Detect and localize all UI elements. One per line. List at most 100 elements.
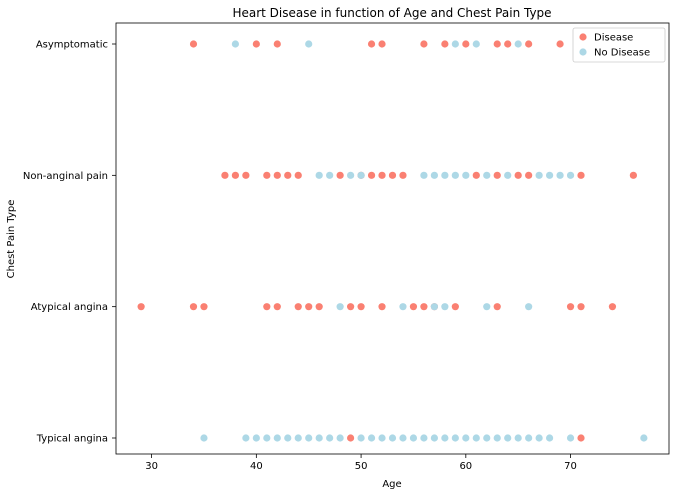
point-no-disease xyxy=(231,40,239,48)
point-disease xyxy=(263,303,271,311)
point-disease xyxy=(566,303,575,311)
point-no-disease xyxy=(315,171,323,179)
point-no-disease xyxy=(472,40,480,48)
point-no-disease xyxy=(504,171,512,179)
point-no-disease xyxy=(378,434,386,442)
y-tick-label: Non-anginal pain xyxy=(23,171,108,182)
x-tick-label: 60 xyxy=(459,461,472,472)
point-no-disease xyxy=(441,303,449,311)
point-no-disease xyxy=(504,434,512,442)
point-no-disease xyxy=(566,434,575,442)
point-no-disease xyxy=(546,171,554,179)
point-no-disease xyxy=(535,434,543,442)
point-disease xyxy=(525,171,533,179)
point-no-disease xyxy=(451,434,459,442)
point-no-disease xyxy=(315,434,323,442)
point-no-disease xyxy=(263,434,271,442)
point-disease xyxy=(378,40,386,48)
point-disease xyxy=(347,434,355,442)
legend-box xyxy=(572,27,666,63)
point-disease xyxy=(347,303,355,311)
point-no-disease xyxy=(462,434,470,442)
y-tick-label: Asymptomatic xyxy=(36,40,108,51)
legend-label-disease: Disease xyxy=(594,33,633,44)
point-disease xyxy=(451,303,459,311)
point-disease xyxy=(378,303,386,311)
point-disease xyxy=(577,434,585,442)
point-disease xyxy=(514,171,522,179)
point-no-disease xyxy=(556,171,564,179)
point-disease xyxy=(493,303,501,311)
point-disease xyxy=(577,171,585,179)
point-no-disease xyxy=(430,303,438,311)
point-disease xyxy=(189,40,198,48)
legend: Disease No Disease xyxy=(572,27,666,63)
point-no-disease xyxy=(462,171,470,179)
point-no-disease xyxy=(357,171,365,179)
legend-marker-disease xyxy=(579,33,587,41)
point-no-disease xyxy=(420,171,428,179)
point-disease xyxy=(137,303,145,311)
y-tick-label: Atypical angina xyxy=(31,302,108,313)
point-disease xyxy=(294,303,302,311)
legend-label-no-disease: No Disease xyxy=(594,48,650,59)
point-disease xyxy=(420,303,428,311)
point-no-disease xyxy=(200,434,208,442)
point-disease xyxy=(221,171,229,179)
point-no-disease xyxy=(451,171,459,179)
point-disease xyxy=(189,303,198,311)
point-disease xyxy=(525,40,533,48)
y-axis-label: Chest Pain Type xyxy=(6,200,17,279)
point-no-disease xyxy=(284,434,292,442)
point-disease xyxy=(629,171,637,179)
x-axis-label: Age xyxy=(382,479,401,490)
point-no-disease xyxy=(347,171,355,179)
point-no-disease xyxy=(640,434,648,442)
point-disease xyxy=(231,171,239,179)
point-disease xyxy=(273,171,281,179)
y-tick-label: Typical angina xyxy=(36,434,108,445)
point-disease xyxy=(409,303,418,311)
point-no-disease xyxy=(357,434,365,442)
point-disease xyxy=(556,40,564,48)
point-no-disease xyxy=(451,40,459,48)
point-disease xyxy=(284,171,292,179)
point-disease xyxy=(462,40,470,48)
legend-marker-no-disease xyxy=(579,48,587,56)
point-no-disease xyxy=(336,434,344,442)
point-disease xyxy=(399,171,407,179)
point-no-disease xyxy=(326,171,334,179)
point-no-disease xyxy=(399,303,407,311)
point-no-disease xyxy=(472,434,480,442)
point-no-disease xyxy=(525,303,533,311)
point-no-disease xyxy=(483,434,491,442)
point-disease xyxy=(493,40,501,48)
point-no-disease xyxy=(242,434,250,442)
point-disease xyxy=(252,40,260,48)
point-no-disease xyxy=(367,434,376,442)
point-no-disease xyxy=(441,171,449,179)
point-disease xyxy=(472,171,480,179)
point-no-disease xyxy=(326,434,334,442)
point-no-disease xyxy=(336,303,344,311)
point-no-disease xyxy=(525,434,533,442)
point-no-disease xyxy=(493,434,501,442)
point-no-disease xyxy=(409,434,418,442)
point-disease xyxy=(420,40,428,48)
x-axis: 30 40 50 60 70 xyxy=(145,454,577,472)
x-tick-label: 40 xyxy=(250,461,263,472)
point-no-disease xyxy=(305,434,313,442)
point-no-disease xyxy=(566,171,575,179)
point-no-disease xyxy=(535,171,543,179)
point-disease xyxy=(388,171,397,179)
point-disease xyxy=(273,303,281,311)
point-disease xyxy=(378,171,386,179)
point-disease xyxy=(367,171,376,179)
point-no-disease xyxy=(252,434,260,442)
x-tick-label: 30 xyxy=(145,461,158,472)
point-no-disease xyxy=(514,434,522,442)
point-disease xyxy=(273,40,281,48)
point-no-disease xyxy=(441,434,449,442)
